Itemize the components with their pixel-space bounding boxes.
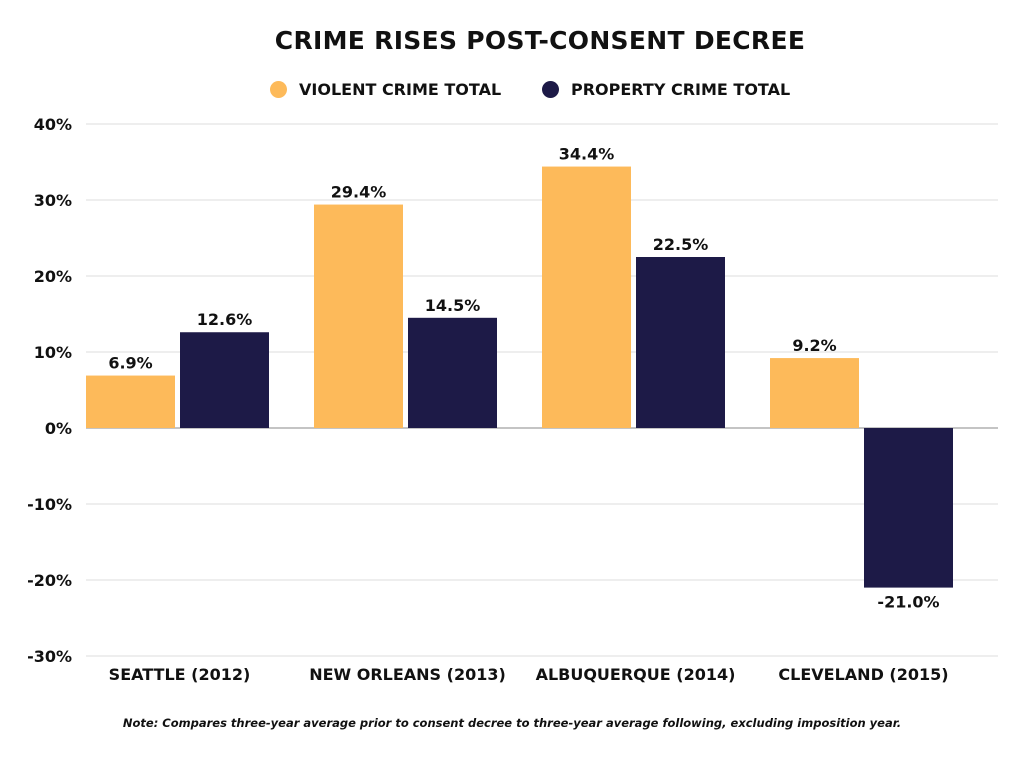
- bar: [636, 257, 725, 428]
- chart-legend: VIOLENT CRIME TOTAL PROPERTY CRIME TOTAL: [270, 80, 870, 106]
- data-label: 6.9%: [108, 354, 152, 373]
- chart-note: Note: Compares three-year average prior …: [122, 716, 902, 730]
- bar: [770, 358, 859, 428]
- y-tick-label: 20%: [34, 267, 72, 286]
- legend-label-property: PROPERTY CRIME TOTAL: [571, 80, 791, 99]
- legend-label-violent: VIOLENT CRIME TOTAL: [299, 80, 502, 99]
- data-label: 29.4%: [331, 183, 387, 202]
- bar: [542, 166, 631, 428]
- data-label: 14.5%: [425, 296, 481, 315]
- x-tick-label: SEATTLE (2012): [109, 665, 251, 684]
- y-tick-label: 40%: [34, 115, 72, 134]
- chart-title: CRIME RISES POST-CONSENT DECREE: [274, 26, 806, 55]
- y-tick-label: 10%: [34, 343, 72, 362]
- legend-item-property: PROPERTY CRIME TOTAL: [542, 80, 790, 99]
- data-label: 34.4%: [559, 145, 615, 164]
- data-label: 12.6%: [197, 310, 253, 329]
- bar: [864, 428, 953, 588]
- bar: [86, 375, 175, 428]
- y-tick-label: 0%: [45, 419, 72, 438]
- legend-swatch-property: [542, 81, 559, 98]
- data-label: 9.2%: [792, 336, 836, 355]
- bar: [314, 204, 403, 428]
- legend-item-violent: VIOLENT CRIME TOTAL: [270, 80, 501, 99]
- x-tick-label: CLEVELAND (2015): [778, 665, 948, 684]
- bar: [180, 332, 269, 428]
- bar: [408, 317, 497, 428]
- data-label: 22.5%: [653, 235, 709, 254]
- y-tick-label: -10%: [27, 495, 72, 514]
- x-tick-label: ALBUQUERQUE (2014): [536, 665, 736, 684]
- legend-swatch-violent: [270, 81, 287, 98]
- x-tick-label: NEW ORLEANS (2013): [309, 665, 506, 684]
- y-tick-label: -20%: [27, 571, 72, 590]
- data-label: -21.0%: [877, 593, 939, 612]
- y-tick-label: 30%: [34, 191, 72, 210]
- y-tick-label: -30%: [27, 647, 72, 666]
